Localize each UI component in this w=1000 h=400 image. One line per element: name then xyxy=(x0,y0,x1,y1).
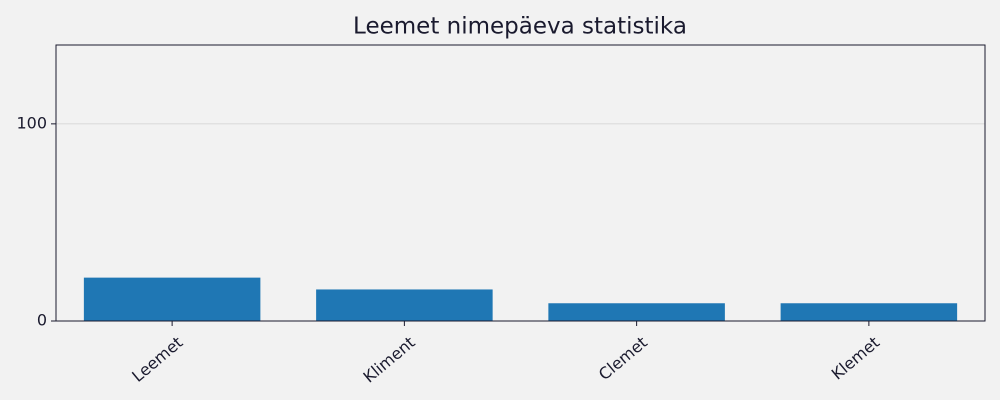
y-tick-label: 0 xyxy=(37,311,47,330)
bar xyxy=(83,277,261,321)
bar xyxy=(316,289,493,321)
bar xyxy=(780,303,958,321)
bar xyxy=(548,303,725,321)
plot-frame xyxy=(55,44,986,322)
chart-title: Leemet nimepäeva statistika xyxy=(353,14,687,40)
y-tick-label: 100 xyxy=(16,113,47,132)
